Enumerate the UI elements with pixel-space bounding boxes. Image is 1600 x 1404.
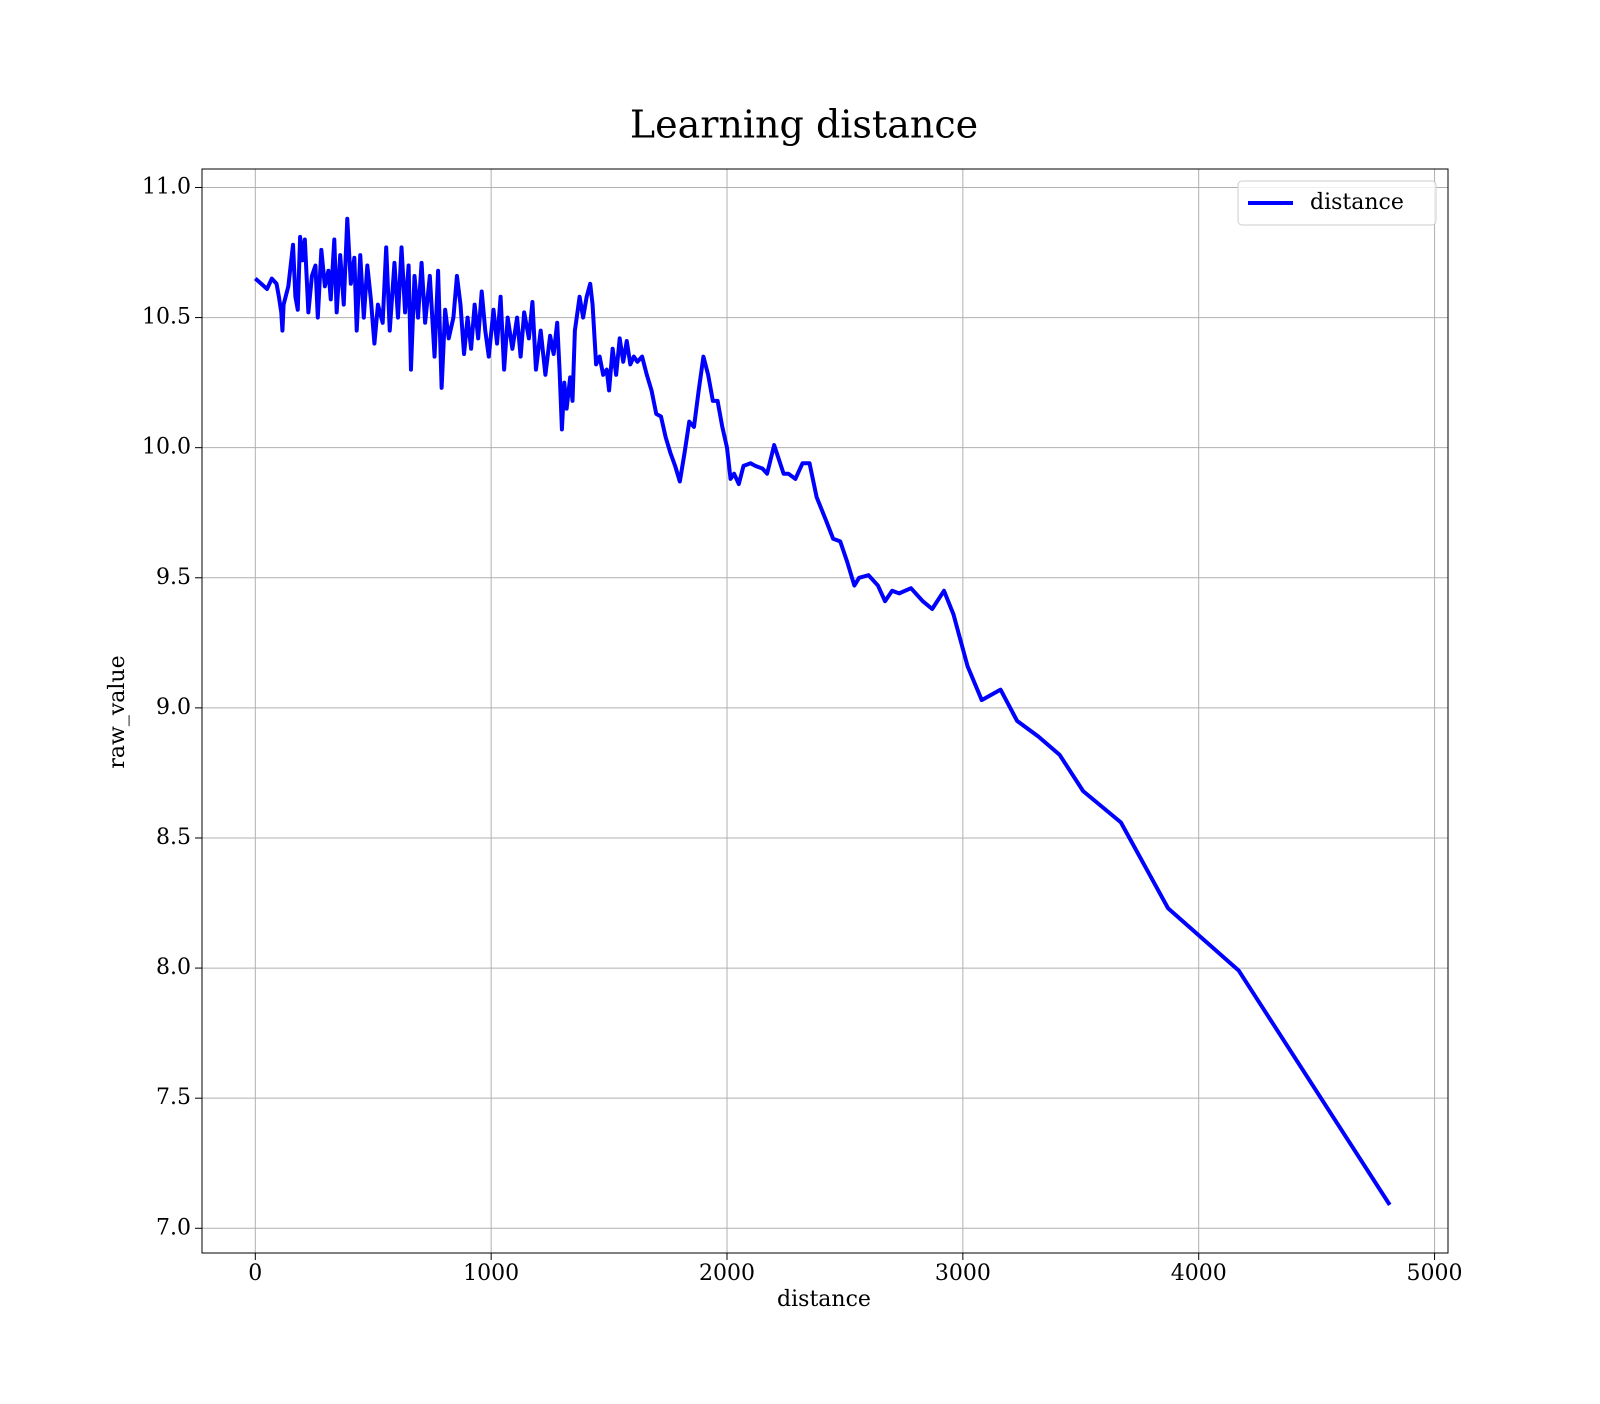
y-tick-label: 10.5: [142, 305, 191, 330]
chart-title: Learning distance: [630, 103, 978, 147]
x-tick-label: 2000: [699, 1261, 755, 1286]
y-tick-label: 7.0: [156, 1215, 191, 1240]
x-tick-label: 1000: [463, 1261, 519, 1286]
legend-box: [1237, 180, 1437, 226]
y-tick-label: 8.0: [156, 955, 191, 980]
y-tick-label: 10.0: [142, 435, 191, 460]
y-tick-label: 9.5: [156, 565, 191, 590]
x-axis-label: distance: [777, 1287, 871, 1312]
plot-frame: [201, 168, 1449, 1254]
y-tick-label: 9.0: [156, 695, 191, 720]
y-tick-label: 11.0: [142, 174, 191, 199]
legend-label: distance: [1310, 190, 1404, 215]
data-line: [253, 216, 1392, 1206]
x-tick-label: 0: [248, 1261, 262, 1286]
y-tick-label: 7.5: [156, 1085, 191, 1110]
x-tick-label: 5000: [1407, 1261, 1463, 1286]
x-tick-label: 3000: [935, 1261, 991, 1286]
y-tick-label: 8.5: [156, 825, 191, 850]
x-tick-label: 4000: [1171, 1261, 1227, 1286]
y-axis-label: raw_value: [105, 655, 130, 768]
